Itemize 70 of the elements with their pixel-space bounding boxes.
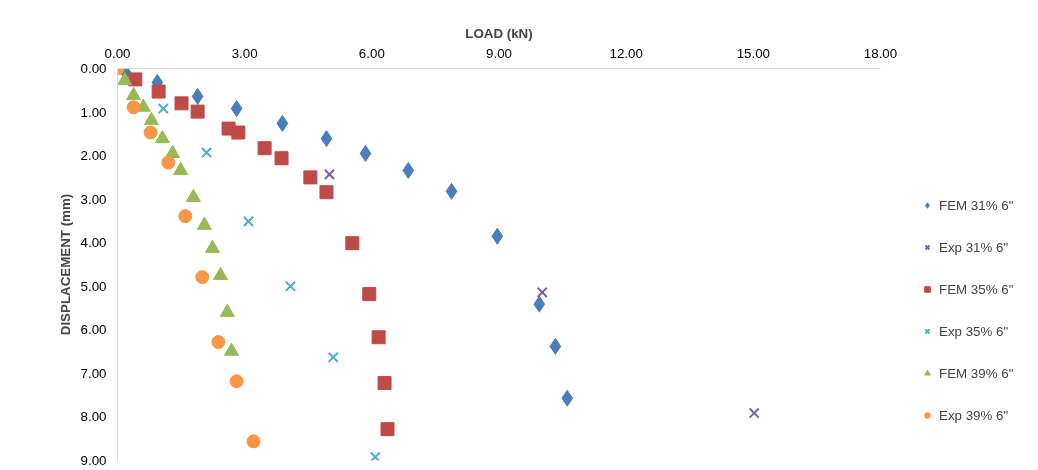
point	[161, 155, 176, 170]
y-tick-label: 9.00	[80, 453, 107, 468]
point	[178, 209, 193, 224]
point	[229, 374, 244, 389]
point	[319, 185, 334, 200]
point	[126, 86, 142, 101]
point	[231, 125, 246, 140]
point	[359, 144, 372, 162]
legend-label: FEM 35% 6"	[939, 281, 1015, 297]
point	[151, 84, 166, 99]
point	[154, 130, 170, 144]
x-tick-label: 6.00	[358, 45, 385, 61]
legend-label: Exp 39% 6"	[939, 407, 1010, 423]
legend-label: Exp 31% 6"	[939, 239, 1010, 255]
y-tick-label: 7.00	[80, 365, 107, 381]
point	[748, 407, 760, 419]
point	[211, 335, 226, 350]
x-tick-label: 12.00	[609, 45, 643, 61]
x-tick-label: 0.00	[104, 45, 131, 61]
y-tick-label: 4.00	[80, 235, 107, 251]
y-tick-label: 3.00	[80, 191, 107, 207]
point	[445, 182, 458, 200]
point	[143, 125, 158, 140]
point	[377, 375, 392, 390]
point	[128, 72, 143, 87]
point	[276, 114, 289, 132]
x-tick-label: 9.00	[486, 45, 512, 61]
point	[533, 295, 546, 313]
point	[274, 151, 289, 166]
point	[345, 236, 360, 251]
y-tick-label: 0.00	[80, 61, 107, 76]
point	[362, 287, 377, 302]
y-tick-label: 5.00	[80, 278, 107, 294]
point	[191, 87, 204, 105]
point	[200, 146, 213, 159]
point	[126, 100, 141, 115]
point	[327, 351, 339, 363]
point	[536, 286, 548, 298]
legend-label: FEM 39% 6"	[939, 365, 1015, 381]
point	[549, 337, 562, 355]
point	[284, 280, 297, 292]
point	[380, 422, 395, 437]
point	[190, 104, 205, 119]
point	[320, 130, 333, 148]
point	[242, 215, 255, 227]
x-axis-title: LOAD (kN)	[465, 25, 533, 41]
x-tick-label: 18.00	[863, 45, 898, 61]
y-tick-label: 8.00	[80, 409, 107, 425]
y-tick-label: 1.00	[80, 104, 107, 120]
x-tick-label: 15.00	[736, 45, 771, 61]
legend-label: Exp 35% 6"	[939, 323, 1010, 339]
y-tick-label: 2.00	[80, 148, 107, 164]
y-tick-label: 6.00	[80, 322, 107, 338]
point	[491, 227, 504, 245]
point	[117, 72, 133, 86]
point	[174, 96, 189, 111]
point	[402, 161, 415, 179]
point	[561, 389, 574, 407]
point	[257, 141, 272, 156]
point	[230, 100, 243, 118]
x-tick-label: 3.00	[231, 45, 258, 61]
point	[246, 434, 261, 449]
point	[195, 270, 210, 285]
point	[369, 451, 381, 461]
point	[157, 102, 169, 115]
y-axis-title: DISPLACEMENT (mm)	[57, 193, 73, 336]
point	[323, 168, 336, 180]
point	[303, 170, 318, 185]
point	[371, 330, 386, 345]
legend-label: FEM 31% 6"	[939, 197, 1015, 213]
